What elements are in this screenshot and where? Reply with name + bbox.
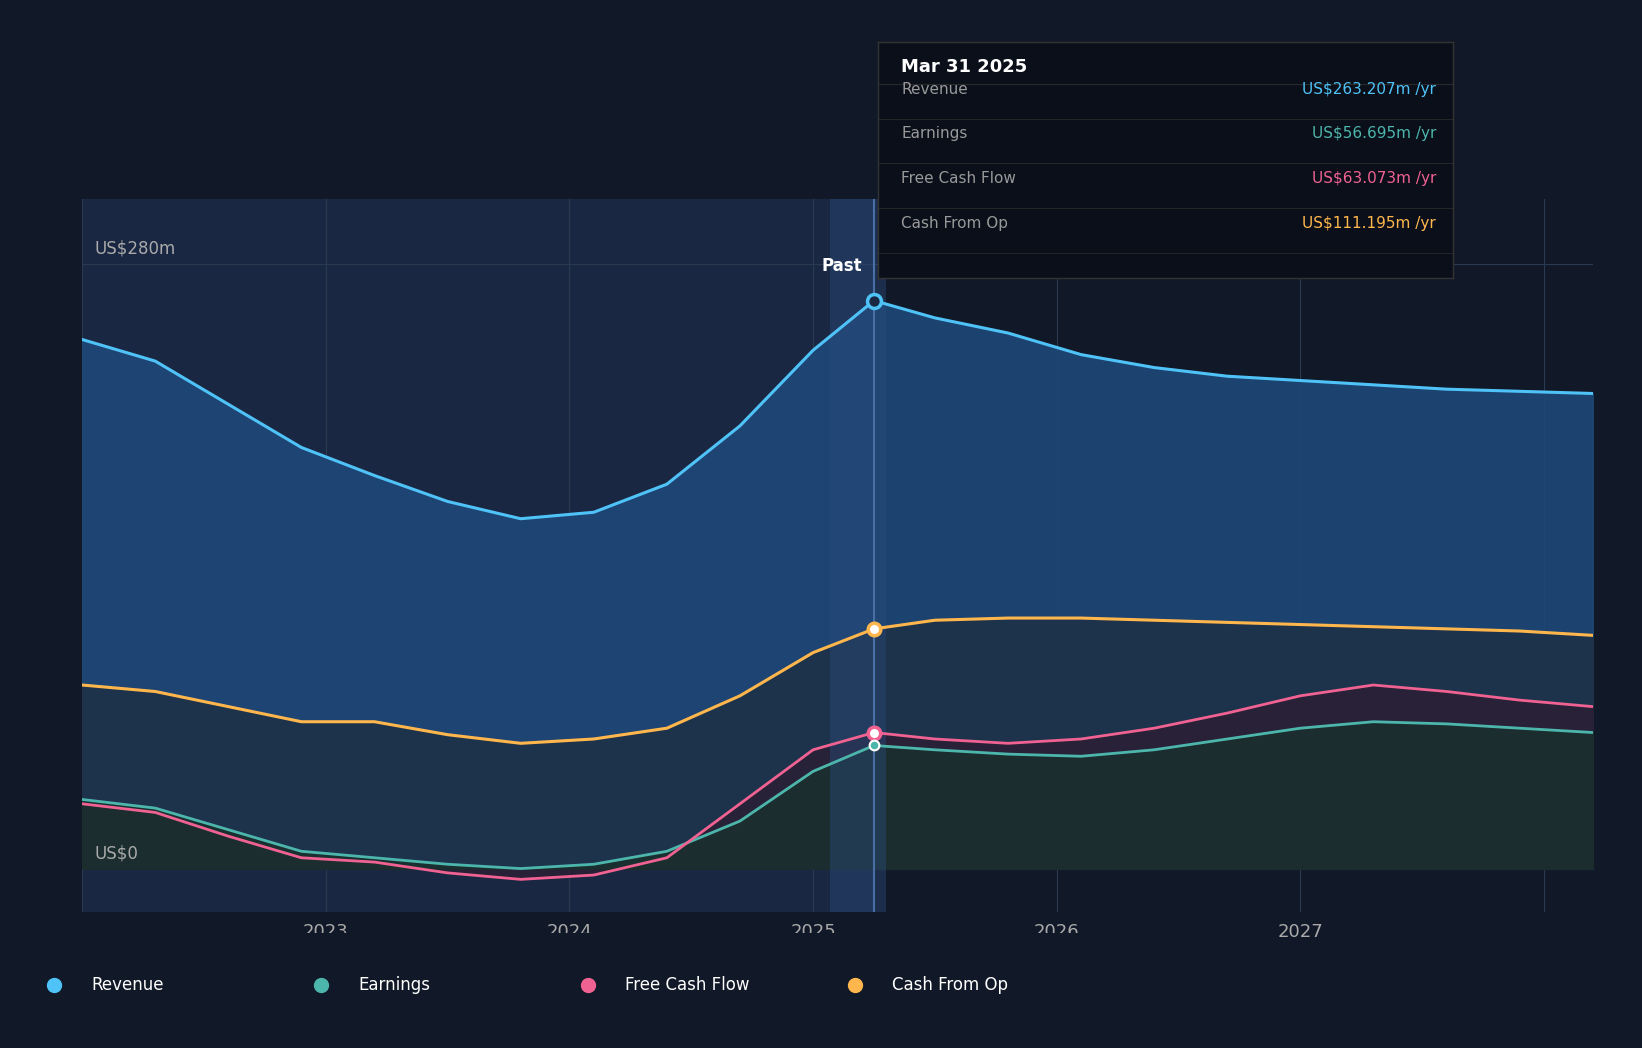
- Text: Revenue: Revenue: [92, 976, 164, 995]
- Text: US$0: US$0: [94, 844, 138, 863]
- Text: US$56.695m /yr: US$56.695m /yr: [1312, 127, 1437, 141]
- Text: Earnings: Earnings: [901, 127, 967, 141]
- Text: Analysts Forecasts: Analysts Forecasts: [887, 260, 1028, 275]
- Text: Cash From Op: Cash From Op: [892, 976, 1008, 995]
- Text: Free Cash Flow: Free Cash Flow: [626, 976, 750, 995]
- Text: Past: Past: [821, 257, 862, 275]
- Text: Earnings: Earnings: [358, 976, 430, 995]
- Text: US$111.195m /yr: US$111.195m /yr: [1302, 216, 1437, 231]
- Text: US$263.207m /yr: US$263.207m /yr: [1302, 82, 1437, 96]
- Bar: [831, 199, 887, 912]
- Text: Cash From Op: Cash From Op: [901, 216, 1008, 231]
- Bar: [82, 199, 874, 912]
- Text: US$280m: US$280m: [94, 239, 176, 258]
- Text: Revenue: Revenue: [901, 82, 969, 96]
- Text: Free Cash Flow: Free Cash Flow: [901, 171, 1016, 187]
- Text: Mar 31 2025: Mar 31 2025: [901, 59, 1028, 77]
- Text: US$63.073m /yr: US$63.073m /yr: [1312, 171, 1437, 187]
- Bar: [874, 199, 1593, 912]
